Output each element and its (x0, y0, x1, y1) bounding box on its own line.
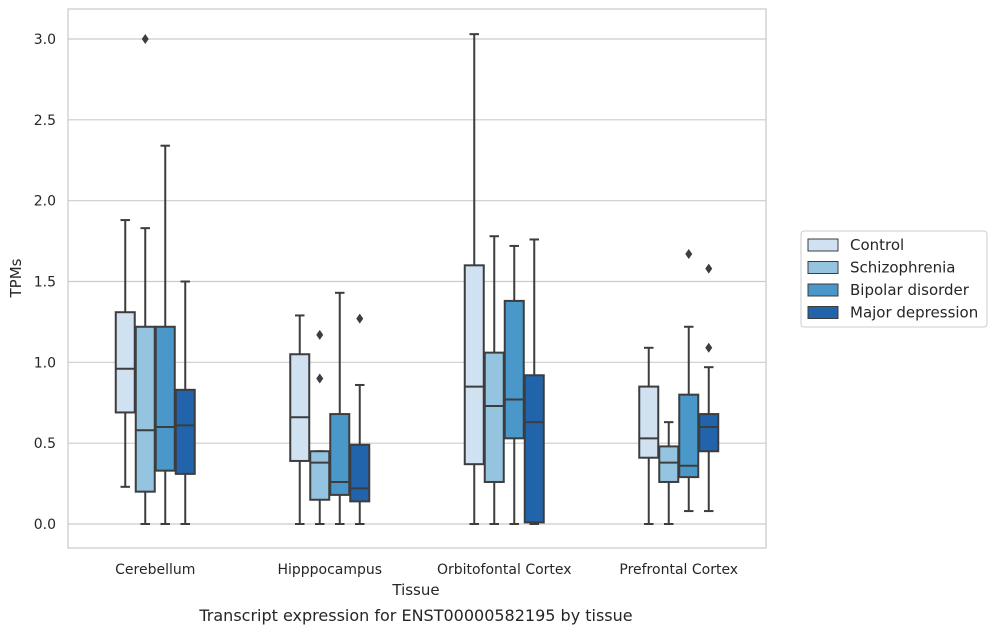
box-body (503, 299, 525, 440)
box-plots (114, 33, 720, 525)
y-axis-label: TPMs (7, 258, 25, 298)
x-tick-label: Orbitofontal Cortex (437, 562, 572, 578)
box-schizophrenia (309, 329, 331, 525)
box-bipolar-disorder (678, 249, 700, 513)
outlier-marker (141, 34, 149, 44)
box-bipolar-disorder (154, 144, 176, 525)
box-body (523, 374, 545, 524)
outlier-marker (316, 373, 324, 384)
legend-swatch (807, 306, 839, 319)
figure-caption: Transcript expression for ENST0000058219… (199, 606, 633, 625)
box-body (134, 325, 156, 493)
box-major-depression (349, 313, 371, 525)
box-bipolar-disorder (503, 244, 525, 525)
box-body (463, 264, 485, 466)
legend-label: Bipolar disorder (850, 281, 970, 299)
box-major-depression (174, 280, 196, 525)
box-bipolar-disorder (329, 291, 351, 525)
legend: Control Schizophrenia Bipolar disorder Majo… (800, 230, 988, 328)
x-tick-label: Hipppocampus (277, 562, 382, 578)
box-body (114, 311, 136, 414)
box-body (483, 351, 505, 483)
box-control (289, 314, 311, 525)
box-schizophrenia (658, 421, 680, 525)
y-tick-label: 2.5 (34, 113, 56, 129)
y-tick-label: 0.5 (34, 436, 56, 452)
legend-label: Schizophrenia (850, 259, 955, 277)
x-tick-labels: Cerebellum Hipppocampus Orbitofontal Corte… (115, 562, 738, 578)
y-tick-labels: 0.0 0.5 1.0 1.5 2.0 2.5 3.0 (34, 32, 56, 533)
outlier-marker (705, 342, 713, 353)
box-body (309, 450, 331, 501)
box-control (114, 219, 136, 488)
y-tick-label: 1.5 (34, 275, 56, 291)
y-tick-label: 3.0 (34, 32, 56, 48)
box-body (289, 353, 311, 462)
y-tick-label: 1.0 (34, 355, 56, 371)
box-major-depression (523, 238, 545, 525)
legend-label: Control (850, 236, 904, 254)
box-schizophrenia (134, 34, 156, 525)
box-body (154, 325, 176, 472)
y-tick-label: 0.0 (34, 517, 56, 533)
outlier-marker (316, 329, 324, 340)
legend-label: Major depression (850, 304, 978, 322)
box-control (638, 346, 660, 525)
x-tick-label: Prefrontal Cortex (619, 562, 738, 578)
box-body (698, 413, 720, 453)
box-body (638, 385, 660, 459)
box-schizophrenia (483, 235, 505, 525)
legend-swatch (807, 283, 839, 297)
box-body (349, 443, 371, 503)
box-major-depression (698, 263, 720, 513)
outlier-marker (356, 313, 364, 324)
x-tick-label: Cerebellum (115, 562, 195, 578)
outlier-marker (685, 249, 693, 260)
box-body (658, 445, 680, 483)
y-tick-label: 2.0 (34, 194, 56, 210)
legend-frame (800, 230, 988, 328)
box-body (174, 388, 196, 475)
x-axis-label: Tissue (391, 581, 439, 599)
legend-swatch (807, 261, 839, 274)
plot-frame (67, 8, 767, 549)
box-body (678, 393, 700, 479)
legend-swatch (807, 238, 839, 252)
outlier-marker (705, 263, 713, 274)
box-control (463, 33, 485, 525)
